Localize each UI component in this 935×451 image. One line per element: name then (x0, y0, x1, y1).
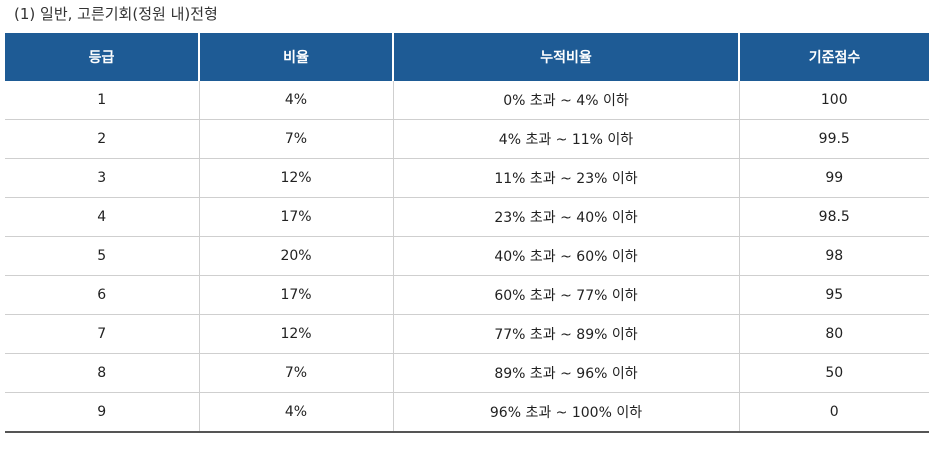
table-row: 2 7% 4% 초과 ~ 11% 이하 99.5 (5, 119, 929, 159)
cell-grade: 8 (5, 353, 200, 393)
cell-grade: 5 (5, 236, 200, 276)
cell-grade: 7 (5, 314, 200, 354)
table-header-row: 등급 비율 누적비율 기준점수 (5, 33, 929, 81)
cell-ratio: 20% (199, 236, 394, 276)
cell-cumulative-ratio: 4% 초과 ~ 11% 이하 (393, 119, 740, 159)
cell-ratio: 17% (199, 275, 394, 315)
cell-base-score: 80 (739, 314, 929, 354)
cell-cumulative-ratio: 77% 초과 ~ 89% 이하 (393, 314, 740, 354)
table-caption: (1) 일반, 고른기회(정원 내)전형 (14, 5, 218, 23)
cell-base-score: 98 (739, 236, 929, 276)
cell-cumulative-ratio: 60% 초과 ~ 77% 이하 (393, 275, 740, 315)
cell-base-score: 98.5 (739, 197, 929, 237)
header-cumulative-ratio: 누적비율 (393, 33, 740, 81)
cell-base-score: 99 (739, 158, 929, 198)
cell-cumulative-ratio: 89% 초과 ~ 96% 이하 (393, 353, 740, 393)
cell-cumulative-ratio: 96% 초과 ~ 100% 이하 (393, 392, 740, 433)
cell-base-score: 95 (739, 275, 929, 315)
table-row: 5 20% 40% 초과 ~ 60% 이하 98 (5, 236, 929, 276)
cell-grade: 2 (5, 119, 200, 159)
cell-base-score: 50 (739, 353, 929, 393)
cell-cumulative-ratio: 0% 초과 ~ 4% 이하 (393, 81, 740, 120)
cell-base-score: 0 (739, 392, 929, 433)
cell-grade: 4 (5, 197, 200, 237)
cell-cumulative-ratio: 23% 초과 ~ 40% 이하 (393, 197, 740, 237)
cell-grade: 6 (5, 275, 200, 315)
table-row: 1 4% 0% 초과 ~ 4% 이하 100 (5, 81, 929, 120)
header-ratio: 비율 (199, 33, 394, 81)
table-row: 9 4% 96% 초과 ~ 100% 이하 0 (5, 392, 929, 433)
header-base-score: 기준점수 (739, 33, 929, 81)
table-row: 8 7% 89% 초과 ~ 96% 이하 50 (5, 353, 929, 393)
table-row: 7 12% 77% 초과 ~ 89% 이하 80 (5, 314, 929, 354)
cell-grade: 9 (5, 392, 200, 433)
cell-base-score: 99.5 (739, 119, 929, 159)
cell-base-score: 100 (739, 81, 929, 120)
table-row: 3 12% 11% 초과 ~ 23% 이하 99 (5, 158, 929, 198)
cell-ratio: 4% (199, 81, 394, 120)
cell-ratio: 17% (199, 197, 394, 237)
cell-ratio: 7% (199, 353, 394, 393)
header-grade: 등급 (5, 33, 200, 81)
cell-ratio: 4% (199, 392, 394, 433)
cell-cumulative-ratio: 40% 초과 ~ 60% 이하 (393, 236, 740, 276)
cell-grade: 1 (5, 81, 200, 120)
cell-grade: 3 (5, 158, 200, 198)
cell-cumulative-ratio: 11% 초과 ~ 23% 이하 (393, 158, 740, 198)
table-row: 4 17% 23% 초과 ~ 40% 이하 98.5 (5, 197, 929, 237)
cell-ratio: 7% (199, 119, 394, 159)
grade-table: 등급 비율 누적비율 기준점수 1 4% 0% 초과 ~ 4% 이하 100 2… (5, 33, 929, 433)
cell-ratio: 12% (199, 314, 394, 354)
cell-ratio: 12% (199, 158, 394, 198)
table-row: 6 17% 60% 초과 ~ 77% 이하 95 (5, 275, 929, 315)
